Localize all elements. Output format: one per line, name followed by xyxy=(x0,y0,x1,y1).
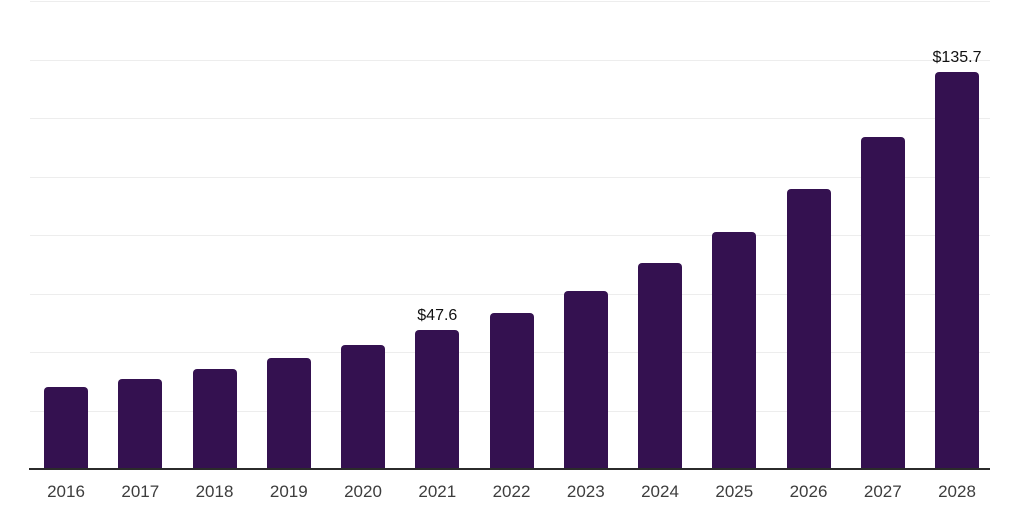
x-tick-2020: 2020 xyxy=(344,482,382,501)
bar-2016 xyxy=(44,387,88,469)
x-tick-2028: 2028 xyxy=(938,482,976,501)
bar-2028 xyxy=(935,72,979,469)
x-tick-2017: 2017 xyxy=(121,482,160,501)
x-tick-2026: 2026 xyxy=(789,482,828,501)
x-tick-2027: 2027 xyxy=(863,482,902,501)
bar-2019 xyxy=(266,358,311,469)
bar-2021 xyxy=(415,329,460,469)
gridline xyxy=(30,118,990,119)
gridline xyxy=(30,235,990,236)
bar-2018 xyxy=(192,369,237,469)
bar-2024 xyxy=(638,263,682,469)
x-tick-2016: 2016 xyxy=(47,482,85,501)
x-tick-2024: 2024 xyxy=(641,482,679,501)
x-tick-2025: 2025 xyxy=(715,482,754,501)
gridline xyxy=(30,176,990,178)
data-label-2021: $47.6 xyxy=(417,306,458,324)
bar-2022 xyxy=(489,312,534,469)
gridline xyxy=(30,59,990,61)
bar-2023 xyxy=(563,290,608,469)
bar-2025 xyxy=(712,231,757,469)
bar-2027 xyxy=(860,136,905,469)
bar-2017 xyxy=(118,378,163,469)
x-tick-2019: 2019 xyxy=(269,482,308,501)
x-tick-2021: 2021 xyxy=(418,482,457,501)
x-tick-2023: 2023 xyxy=(566,482,605,501)
data-label-2028: $135.7 xyxy=(932,49,982,67)
gridline xyxy=(30,293,990,295)
bar-2020 xyxy=(341,345,385,469)
gridline xyxy=(30,1,990,2)
x-tick-2018: 2018 xyxy=(195,482,234,501)
x-tick-2022: 2022 xyxy=(492,482,531,501)
bar-2026 xyxy=(786,189,831,469)
x-axis-line xyxy=(29,468,990,470)
